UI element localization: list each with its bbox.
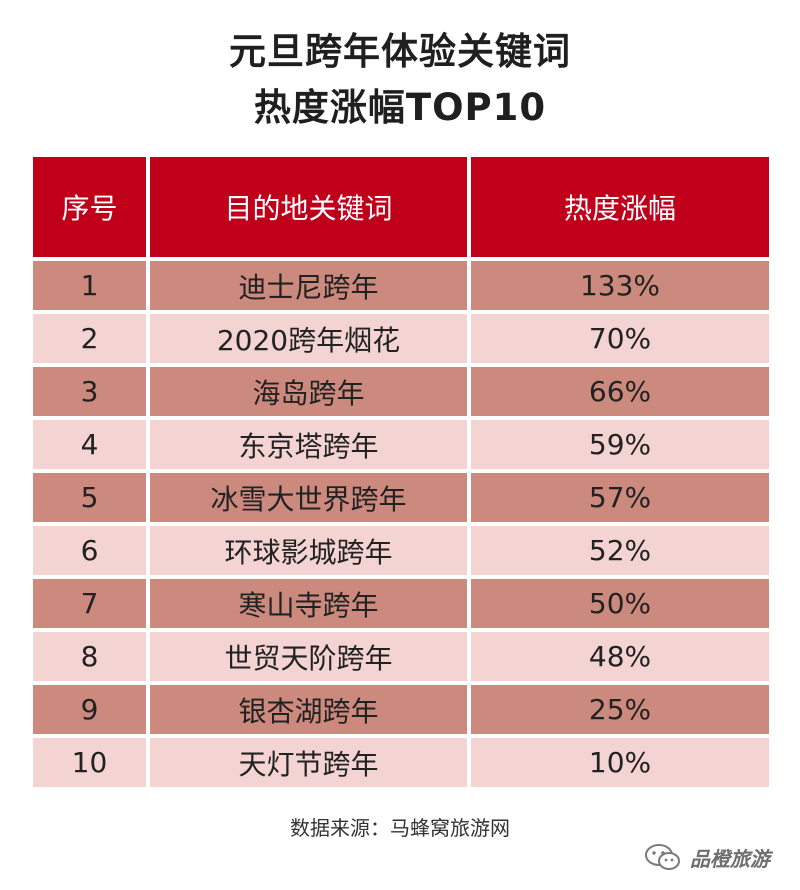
header-rank: 序号	[33, 157, 150, 261]
increase-cell: 59%	[469, 418, 769, 473]
increase-cell: 50%	[469, 577, 769, 632]
title-line-1: 元旦跨年体验关键词	[229, 30, 571, 73]
increase-cell: 70%	[469, 312, 769, 367]
ranking-table: 序号 目的地关键词 热度涨幅 1 迪士尼跨年 133% 2 2020跨年烟花 70% 3 海岛…	[33, 157, 769, 791]
table-row: 8 世贸天阶跨年 48%	[33, 630, 769, 685]
table-header-row: 序号 目的地关键词 热度涨幅	[33, 157, 769, 261]
ranking-table-wrapper: 序号 目的地关键词 热度涨幅 1 迪士尼跨年 133% 2 2020跨年烟花 70% 3 海岛…	[33, 157, 769, 791]
table-row: 5 冰雪大世界跨年 57%	[33, 471, 769, 526]
increase-cell: 25%	[469, 683, 769, 738]
increase-cell: 48%	[469, 630, 769, 685]
data-source: 数据来源：马蜂窝旅游网	[290, 816, 510, 840]
keyword-cell: 世贸天阶跨年	[148, 630, 471, 685]
table-row: 10 天灯节跨年 10%	[33, 736, 769, 791]
rank-cell: 4	[33, 418, 150, 473]
table-row: 7 寒山寺跨年 50%	[33, 577, 769, 632]
header-keyword: 目的地关键词	[148, 157, 471, 261]
rank-cell: 2	[33, 312, 150, 367]
rank-cell: 7	[33, 577, 150, 632]
table-body: 1 迪士尼跨年 133% 2 2020跨年烟花 70% 3 海岛跨年 66% 4 东京塔跨年 59% 5…	[33, 259, 769, 791]
keyword-cell: 寒山寺跨年	[148, 577, 471, 632]
keyword-cell: 冰雪大世界跨年	[148, 471, 471, 526]
header-increase: 热度涨幅	[469, 157, 769, 261]
table-row: 9 银杏湖跨年 25%	[33, 683, 769, 738]
rank-cell: 8	[33, 630, 150, 685]
rank-cell: 9	[33, 683, 150, 738]
increase-cell: 133%	[469, 259, 769, 314]
table-row: 3 海岛跨年 66%	[33, 365, 769, 420]
table-row: 2 2020跨年烟花 70%	[33, 312, 769, 367]
increase-cell: 10%	[469, 736, 769, 791]
increase-cell: 52%	[469, 524, 769, 579]
table-row: 4 东京塔跨年 59%	[33, 418, 769, 473]
watermark: 品橙旅游	[644, 842, 770, 872]
table-row: 1 迪士尼跨年 133%	[33, 259, 769, 314]
keyword-cell: 天灯节跨年	[148, 736, 471, 791]
keyword-cell: 银杏湖跨年	[148, 683, 471, 738]
keyword-cell: 东京塔跨年	[148, 418, 471, 473]
rank-cell: 1	[33, 259, 150, 314]
table-row: 6 环球影城跨年 52%	[33, 524, 769, 579]
title-line-2: 热度涨幅TOP10	[253, 86, 547, 129]
keyword-cell: 迪士尼跨年	[148, 259, 471, 314]
rank-cell: 3	[33, 365, 150, 420]
keyword-cell: 2020跨年烟花	[148, 312, 471, 367]
wechat-icon	[645, 844, 680, 870]
increase-cell: 66%	[469, 365, 769, 420]
increase-cell: 57%	[469, 471, 769, 526]
watermark-text: 品橙旅游	[690, 846, 770, 871]
rank-cell: 5	[33, 471, 150, 526]
keyword-cell: 环球影城跨年	[148, 524, 471, 579]
chart-title: 元旦跨年体验关键词 热度涨幅TOP10	[0, 24, 800, 136]
rank-cell: 10	[33, 736, 150, 791]
rank-cell: 6	[33, 524, 150, 579]
keyword-cell: 海岛跨年	[148, 365, 471, 420]
